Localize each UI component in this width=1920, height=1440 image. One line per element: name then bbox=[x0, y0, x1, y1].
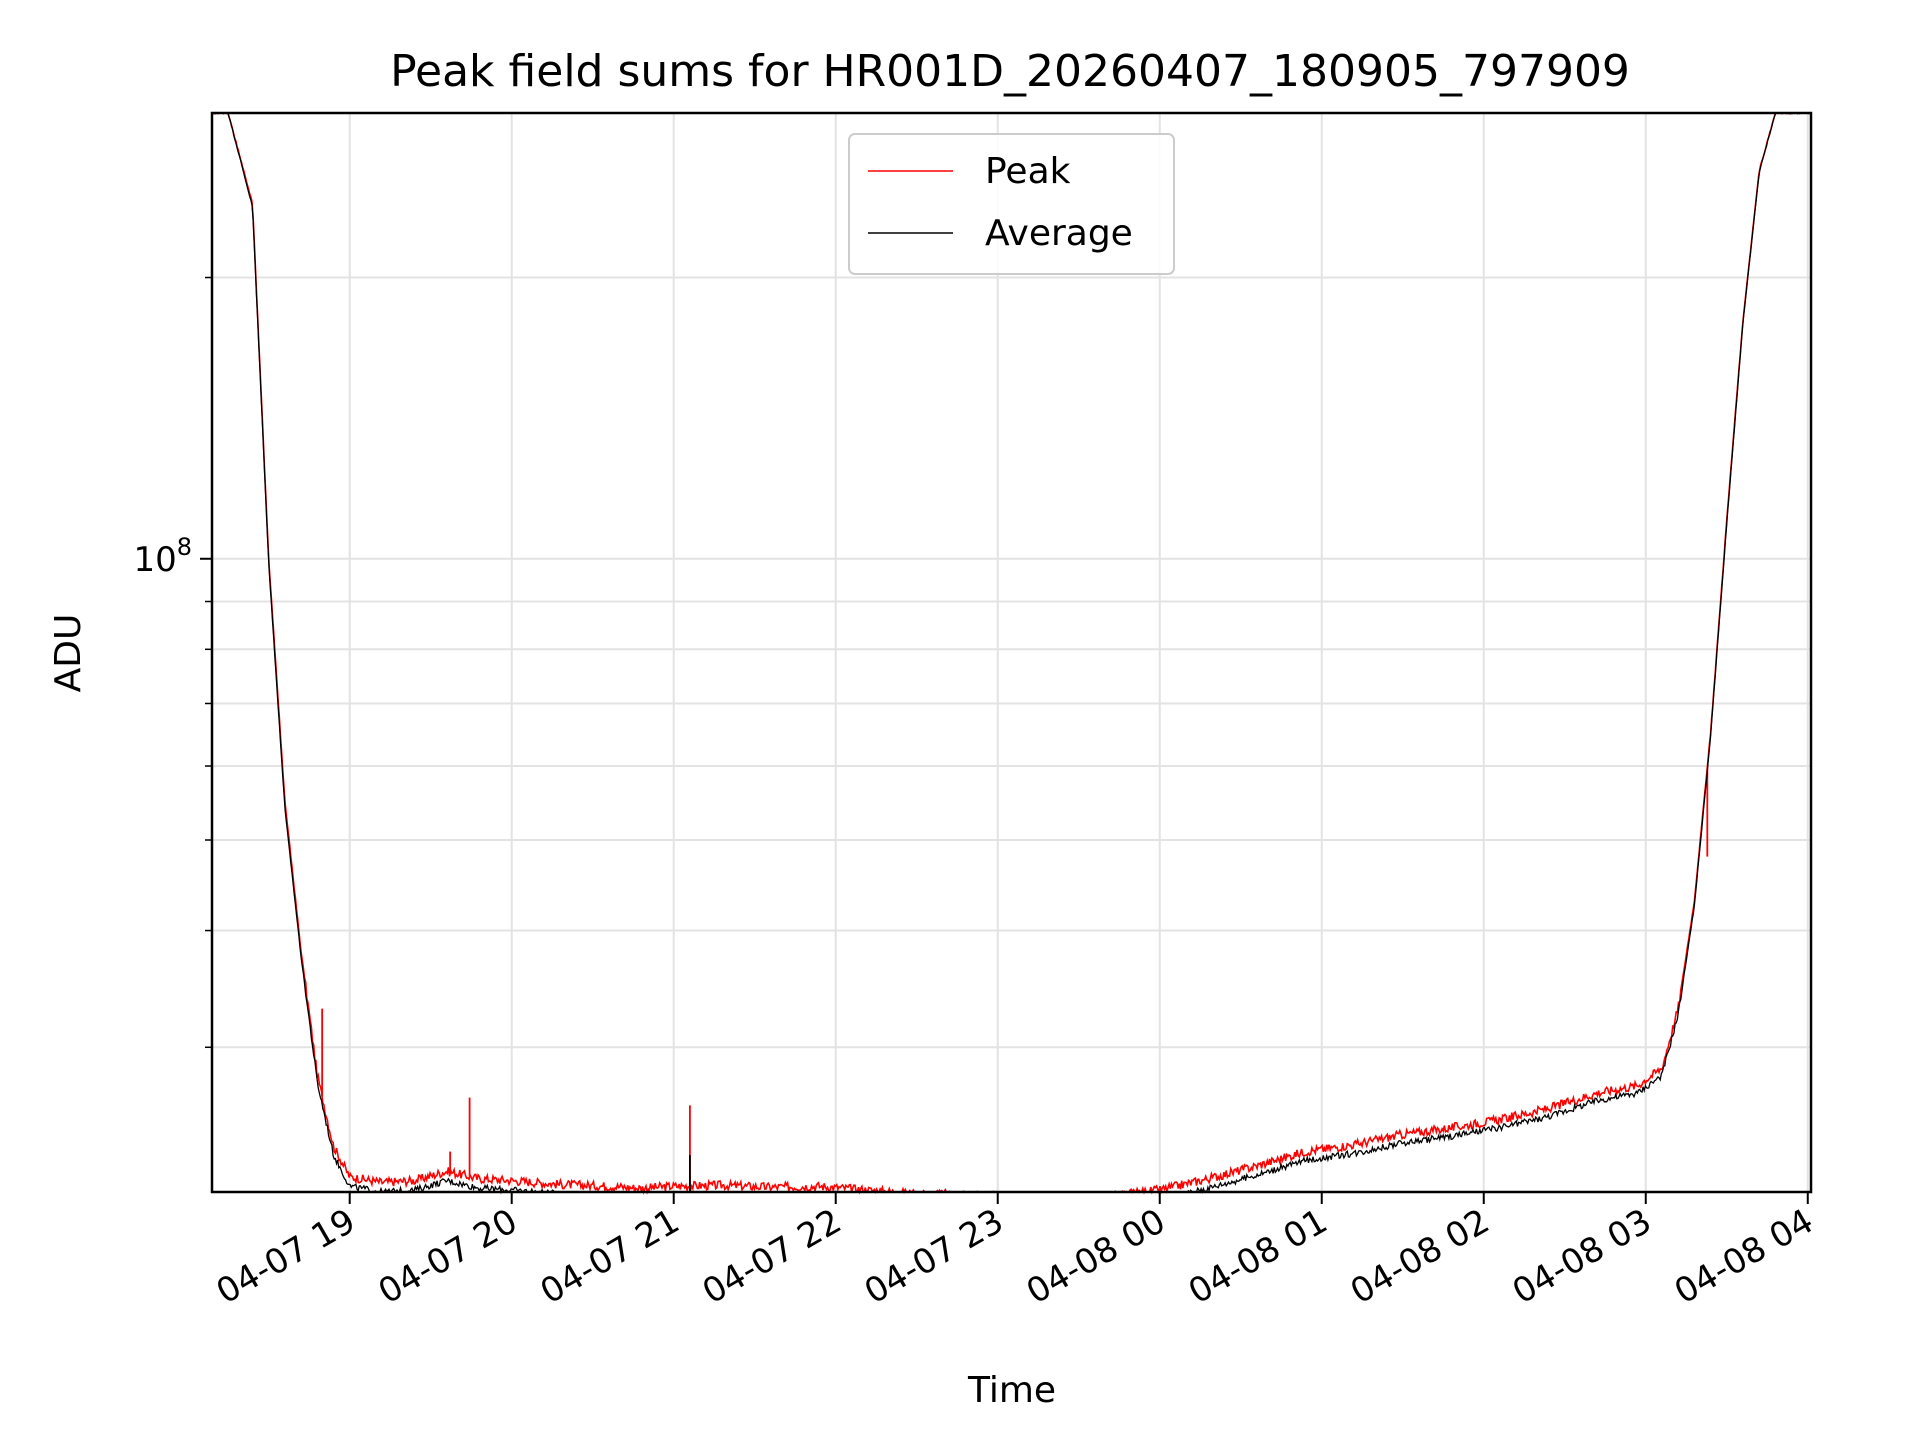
x-tick-label: 04-08 03 bbox=[1506, 1201, 1658, 1312]
x-tick-label: 04-08 00 bbox=[1020, 1201, 1172, 1312]
x-tick-label: 04-07 23 bbox=[858, 1201, 1010, 1312]
y-tick-label-base: 10 bbox=[133, 540, 176, 580]
legend: Peak Average bbox=[848, 133, 1175, 275]
legend-label-peak: Peak bbox=[985, 151, 1071, 192]
legend-label-average: Average bbox=[985, 213, 1133, 254]
grid-layer bbox=[212, 113, 1811, 1192]
x-tick-label: 04-08 04 bbox=[1668, 1201, 1820, 1312]
x-tick-label: 04-08 01 bbox=[1182, 1201, 1334, 1312]
x-axis-label: Time bbox=[967, 1370, 1056, 1411]
x-tick-label: 04-08 02 bbox=[1344, 1201, 1496, 1312]
y-axis-label: ADU bbox=[48, 614, 89, 693]
x-tick-label: 04-07 21 bbox=[534, 1201, 686, 1312]
y-tick-label: 108 bbox=[133, 533, 192, 580]
y-tick-label-exponent: 8 bbox=[177, 533, 192, 561]
plot-area bbox=[210, 111, 1813, 1194]
chart-title: Peak field sums for HR001D_20260407_1809… bbox=[390, 46, 1630, 97]
tick-layer: 04-07 19 04-07 20 04-07 21 04-07 22 04-07 23… bbox=[133, 276, 1820, 1312]
legend-box bbox=[848, 133, 1175, 275]
x-tick-label: 04-07 19 bbox=[210, 1201, 362, 1312]
x-tick-label: 04-07 22 bbox=[696, 1201, 848, 1312]
x-tick-label: 04-07 20 bbox=[372, 1201, 524, 1312]
